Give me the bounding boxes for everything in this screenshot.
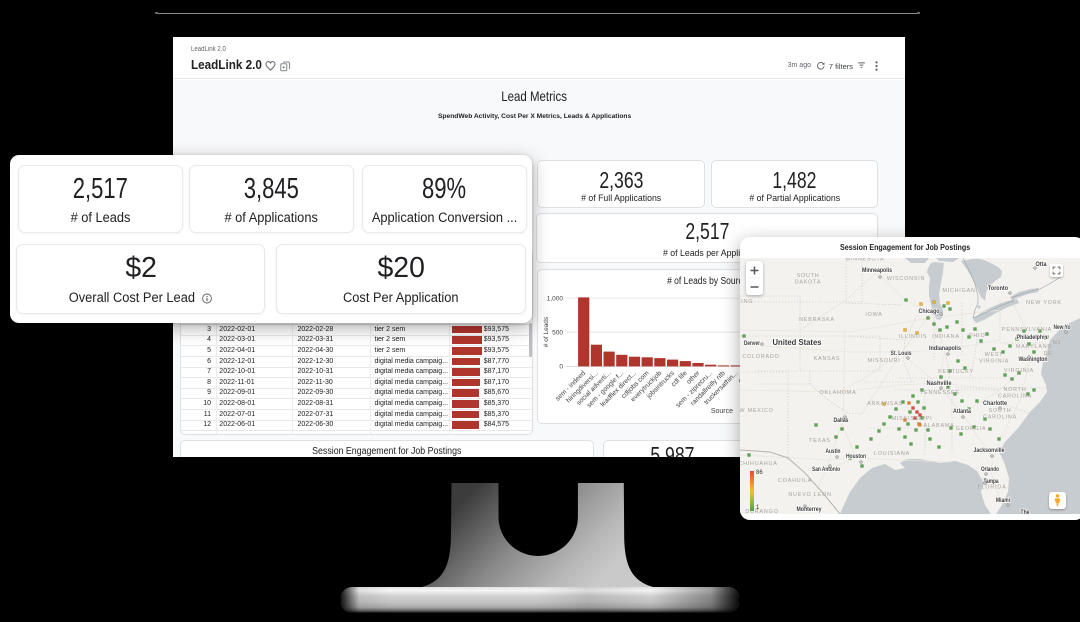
svg-text:MICHIGAN: MICHIGAN — [942, 288, 975, 294]
svg-text:ALABAMA: ALABAMA — [923, 423, 954, 429]
svg-text:TEXAS: TEXAS — [809, 438, 831, 444]
svg-text:Orlando: Orlando — [981, 466, 999, 473]
svg-text:Dallas: Dallas — [834, 417, 849, 424]
svg-text:COLORADO: COLORADO — [742, 354, 779, 360]
svg-text:FLORIDA: FLORIDA — [978, 485, 1007, 491]
svg-text:Source: Source — [711, 408, 733, 415]
svg-text:COAHUILA: COAHUILA — [778, 478, 812, 484]
svg-text:CAROLINA: CAROLINA — [998, 394, 1032, 400]
svg-text:KANSAS: KANSAS — [814, 356, 841, 362]
svg-text:IOWA: IOWA — [865, 312, 882, 318]
svg-text:OKLAHOMA: OKLAHOMA — [820, 390, 857, 396]
svg-text:MISSISSIPPI: MISSISSIPPI — [892, 416, 933, 422]
svg-text:ILLINOIS: ILLINOIS — [899, 334, 928, 340]
svg-text:Minneapolis: Minneapolis — [862, 267, 892, 274]
svg-text:St. Louis: St. Louis — [891, 350, 912, 357]
svg-text:NEW YORK: NEW YORK — [1026, 300, 1062, 306]
svg-text:MINNESOTA: MINNESOTA — [846, 258, 885, 263]
svg-text:Tampa: Tampa — [984, 478, 999, 485]
svg-text:DE: DE — [1043, 351, 1052, 357]
svg-text:San Antonio: San Antonio — [812, 466, 840, 473]
svg-text:NUEVO LEON: NUEVO LEON — [788, 492, 831, 498]
svg-text:NJ: NJ — [1053, 340, 1061, 346]
svg-text:WISCONSIN: WISCONSIN — [887, 276, 925, 282]
svg-text:WEST: WEST — [985, 352, 1004, 358]
svg-text:MARYLAND: MARYLAND — [1016, 344, 1052, 350]
svg-text:INDIANA: INDIANA — [932, 334, 959, 340]
svg-text:Austin: Austin — [826, 448, 841, 455]
svg-text:OHIO: OHIO — [969, 333, 986, 339]
svg-text:VIRGINIA: VIRGINIA — [979, 359, 1009, 365]
svg-text:CHIHUAHUA: CHIHUAHUA — [740, 461, 778, 467]
svg-text:Charlotte: Charlotte — [983, 400, 1007, 407]
svg-text:DURANGO: DURANGO — [745, 509, 778, 514]
svg-text:Nashville: Nashville — [927, 380, 953, 387]
svg-text:KENTUCKY: KENTUCKY — [938, 369, 974, 375]
svg-text:Indianapolis: Indianapolis — [929, 345, 961, 352]
svg-text:TENNESSEE: TENNESSEE — [920, 390, 960, 396]
svg-text:Philadelphia: Philadelphia — [1017, 334, 1048, 341]
svg-text:0: 0 — [559, 364, 563, 371]
svg-text:DAKOTA: DAKOTA — [795, 280, 822, 286]
svg-text:SOUTH: SOUTH — [989, 408, 1012, 414]
svg-text:ARKANSAS: ARKANSAS — [867, 401, 903, 407]
svg-text:Otta: Otta — [1036, 261, 1047, 268]
svg-text:United States: United States — [773, 337, 822, 347]
svg-text:NEW MEXICO: NEW MEXICO — [740, 408, 774, 414]
svg-text:VIRGINIA: VIRGINIA — [1004, 368, 1034, 374]
svg-text:NORTH: NORTH — [1003, 387, 1026, 393]
svg-text:500: 500 — [552, 330, 563, 337]
svg-text:1,000: 1,000 — [547, 295, 564, 302]
svg-text:CAROLINA: CAROLINA — [983, 415, 1017, 421]
svg-text:SOUTH: SOUTH — [797, 273, 820, 279]
svg-text:LOUISIANA: LOUISIANA — [874, 451, 910, 457]
svg-text:Chicago: Chicago — [919, 308, 940, 315]
svg-text:Denver: Denver — [744, 340, 760, 347]
svg-text:Toronto: Toronto — [988, 285, 1008, 292]
svg-text:# of Leads: # of Leads — [543, 316, 550, 347]
svg-text:GEORGIA: GEORGIA — [956, 426, 987, 432]
svg-text:PENNSYLVANIA: PENNSYLVANIA — [1002, 327, 1052, 333]
svg-text:Houston: Houston — [846, 453, 866, 460]
svg-text:WYOMING: WYOMING — [740, 299, 753, 305]
svg-text:NEBRASKA: NEBRASKA — [799, 317, 835, 323]
svg-text:MISSOURI: MISSOURI — [867, 358, 900, 364]
svg-text:Washington: Washington — [1019, 356, 1048, 363]
svg-text:Atlanta: Atlanta — [953, 408, 971, 415]
svg-text:Jacksonville: Jacksonville — [974, 447, 1005, 454]
svg-text:The: The — [1021, 509, 1030, 514]
svg-text:New Yo: New Yo — [1054, 324, 1071, 331]
svg-text:Miami: Miami — [996, 497, 1010, 504]
svg-text:Monterrey: Monterrey — [797, 506, 822, 513]
